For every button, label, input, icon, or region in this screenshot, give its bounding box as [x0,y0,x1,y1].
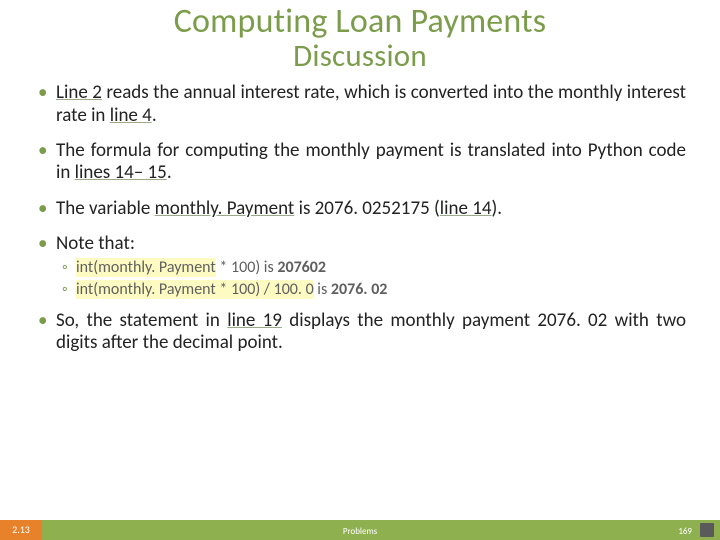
slide-title: Computing Loan Payments [0,4,720,40]
highlighted-code: int(monthly. Payment [76,258,216,277]
bullet-list: Line 2 reads the annual interest rate, w… [38,82,686,354]
footer-bar: 2.13 Problems 169 [0,520,720,540]
title-block: Computing Loan Payments Discussion [0,0,720,72]
bold-value: 2076. 02 [331,280,388,299]
underline-text: lines 14– 15 [75,161,167,184]
content-area: Line 2 reads the annual interest rate, w… [0,72,720,354]
bullet-text: Note that: [56,232,135,255]
bullet-item: The formula for computing the monthly pa… [38,140,686,185]
underline-text: monthly. Payment [155,197,295,220]
footer-section-number: 2.13 [0,520,42,540]
slide-subtitle: Discussion [0,40,720,73]
sub-bullet-text: is [314,280,331,299]
underline-text: line 14 [440,197,492,220]
footer-page-number: 169 [678,526,692,537]
bullet-item: Note that: int(monthly. Payment * 100) i… [38,233,686,299]
bullet-text: is 2076. 0252175 ( [294,197,439,220]
slide: Computing Loan Payments Discussion Line … [0,0,720,540]
highlighted-code: int(monthly. Payment * 100) / 100. 0 [76,280,314,299]
underline-text: line 19 [227,309,282,332]
underline-text: line 4 [110,104,152,127]
bullet-text: . [167,161,172,184]
sub-bullet-list: int(monthly. Payment * 100) is 207602 in… [62,258,686,300]
bullet-item: The variable monthly. Payment is 2076. 0… [38,198,686,220]
bullet-item: So, the statement in line 19 displays th… [38,310,686,355]
bullet-text: So, the statement in [56,309,227,332]
bullet-text: The variable [56,197,155,220]
sub-bullet-item: int(monthly. Payment * 100) is 207602 [62,258,686,278]
bullet-text: ). [491,197,502,220]
footer-icon [700,523,714,537]
footer-center-label: Problems [343,526,377,537]
bold-value: 207602 [277,258,326,277]
bullet-text: . [152,104,157,127]
underline-text: Line 2 [56,81,102,104]
bullet-item: Line 2 reads the annual interest rate, w… [38,82,686,127]
sub-bullet-text: * 100) is [216,258,278,277]
sub-bullet-item: int(monthly. Payment * 100) / 100. 0 is … [62,280,686,300]
